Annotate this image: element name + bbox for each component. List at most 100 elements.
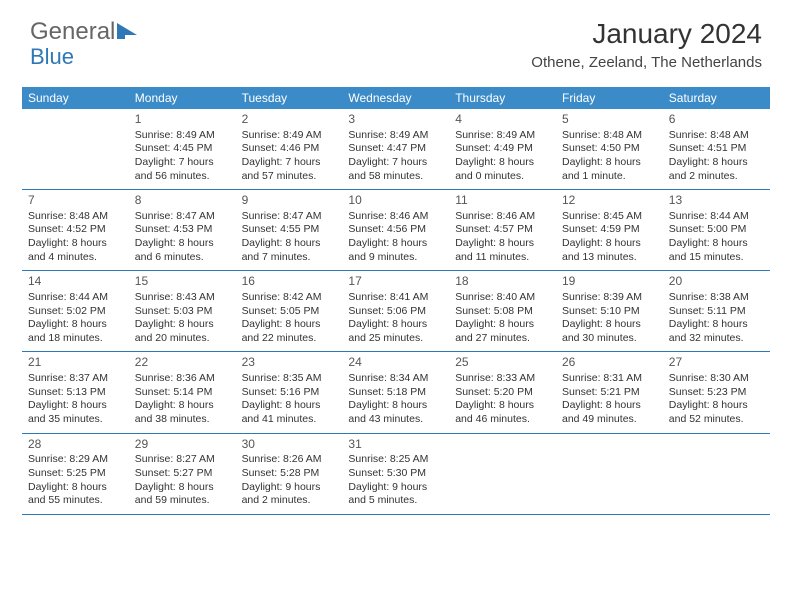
day-cell: 18Sunrise: 8:40 AMSunset: 5:08 PMDayligh… [449,271,556,351]
day-cell: 26Sunrise: 8:31 AMSunset: 5:21 PMDayligh… [556,352,663,432]
day-cell: 22Sunrise: 8:36 AMSunset: 5:14 PMDayligh… [129,352,236,432]
sunrise-line: Sunrise: 8:29 AM [28,453,123,467]
sunset-line: Sunset: 5:10 PM [562,305,657,319]
sunset-line: Sunset: 5:28 PM [242,467,337,481]
day-number: 2 [242,112,337,128]
daylight-line: Daylight: 8 hours and 27 minutes. [455,318,550,345]
month-title: January 2024 [531,18,762,50]
daylight-line: Daylight: 8 hours and 59 minutes. [135,481,230,508]
day-number: 3 [348,112,443,128]
day-number: 5 [562,112,657,128]
week-row: 21Sunrise: 8:37 AMSunset: 5:13 PMDayligh… [22,352,770,433]
sunrise-line: Sunrise: 8:27 AM [135,453,230,467]
day-number: 24 [348,355,443,371]
sunset-line: Sunset: 5:13 PM [28,386,123,400]
day-number: 9 [242,193,337,209]
sunset-line: Sunset: 5:16 PM [242,386,337,400]
day-number: 1 [135,112,230,128]
day-cell: 4Sunrise: 8:49 AMSunset: 4:49 PMDaylight… [449,109,556,189]
sunset-line: Sunset: 5:11 PM [669,305,764,319]
day-number: 11 [455,193,550,209]
sunrise-line: Sunrise: 8:42 AM [242,291,337,305]
sunrise-line: Sunrise: 8:31 AM [562,372,657,386]
sunset-line: Sunset: 4:49 PM [455,142,550,156]
sunrise-line: Sunrise: 8:26 AM [242,453,337,467]
sunrise-line: Sunrise: 8:46 AM [348,210,443,224]
day-cell: 15Sunrise: 8:43 AMSunset: 5:03 PMDayligh… [129,271,236,351]
sunrise-line: Sunrise: 8:41 AM [348,291,443,305]
sunset-line: Sunset: 4:55 PM [242,223,337,237]
sunrise-line: Sunrise: 8:46 AM [455,210,550,224]
sunrise-line: Sunrise: 8:45 AM [562,210,657,224]
daylight-line: Daylight: 8 hours and 13 minutes. [562,237,657,264]
daylight-line: Daylight: 8 hours and 49 minutes. [562,399,657,426]
day-number: 27 [669,355,764,371]
day-cell: 29Sunrise: 8:27 AMSunset: 5:27 PMDayligh… [129,434,236,514]
day-cell: 21Sunrise: 8:37 AMSunset: 5:13 PMDayligh… [22,352,129,432]
location: Othene, Zeeland, The Netherlands [531,54,762,71]
sunrise-line: Sunrise: 8:43 AM [135,291,230,305]
day-cell: 8Sunrise: 8:47 AMSunset: 4:53 PMDaylight… [129,190,236,270]
sunset-line: Sunset: 5:05 PM [242,305,337,319]
day-number: 30 [242,437,337,453]
sunrise-line: Sunrise: 8:39 AM [562,291,657,305]
day-cell: 16Sunrise: 8:42 AMSunset: 5:05 PMDayligh… [236,271,343,351]
sunset-line: Sunset: 5:21 PM [562,386,657,400]
day-number: 12 [562,193,657,209]
daylight-line: Daylight: 8 hours and 30 minutes. [562,318,657,345]
sunrise-line: Sunrise: 8:49 AM [455,129,550,143]
day-cell: 25Sunrise: 8:33 AMSunset: 5:20 PMDayligh… [449,352,556,432]
sunrise-line: Sunrise: 8:25 AM [348,453,443,467]
day-cell: 30Sunrise: 8:26 AMSunset: 5:28 PMDayligh… [236,434,343,514]
day-cell: 6Sunrise: 8:48 AMSunset: 4:51 PMDaylight… [663,109,770,189]
day-number: 19 [562,274,657,290]
sunrise-line: Sunrise: 8:30 AM [669,372,764,386]
sunrise-line: Sunrise: 8:47 AM [242,210,337,224]
sunrise-line: Sunrise: 8:38 AM [669,291,764,305]
week-row: 14Sunrise: 8:44 AMSunset: 5:02 PMDayligh… [22,271,770,352]
day-number: 26 [562,355,657,371]
daylight-line: Daylight: 9 hours and 5 minutes. [348,481,443,508]
sunset-line: Sunset: 5:18 PM [348,386,443,400]
logo-text-2: Blue [30,44,74,70]
sunset-line: Sunset: 4:50 PM [562,142,657,156]
daylight-line: Daylight: 8 hours and 6 minutes. [135,237,230,264]
daylight-line: Daylight: 8 hours and 55 minutes. [28,481,123,508]
sunrise-line: Sunrise: 8:37 AM [28,372,123,386]
logo-text-1: General [30,18,115,46]
sunset-line: Sunset: 5:25 PM [28,467,123,481]
day-cell: 28Sunrise: 8:29 AMSunset: 5:25 PMDayligh… [22,434,129,514]
sunrise-line: Sunrise: 8:33 AM [455,372,550,386]
sunrise-line: Sunrise: 8:47 AM [135,210,230,224]
sunset-line: Sunset: 5:14 PM [135,386,230,400]
daylight-line: Daylight: 8 hours and 1 minute. [562,156,657,183]
day-number: 14 [28,274,123,290]
sunset-line: Sunset: 5:27 PM [135,467,230,481]
daylight-line: Daylight: 8 hours and 38 minutes. [135,399,230,426]
dow-wednesday: Wednesday [342,87,449,109]
sunrise-line: Sunrise: 8:48 AM [28,210,123,224]
day-number: 23 [242,355,337,371]
day-cell: 7Sunrise: 8:48 AMSunset: 4:52 PMDaylight… [22,190,129,270]
day-number: 4 [455,112,550,128]
daylight-line: Daylight: 8 hours and 0 minutes. [455,156,550,183]
sunset-line: Sunset: 4:46 PM [242,142,337,156]
sunset-line: Sunset: 4:52 PM [28,223,123,237]
day-cell: 14Sunrise: 8:44 AMSunset: 5:02 PMDayligh… [22,271,129,351]
sunrise-line: Sunrise: 8:44 AM [669,210,764,224]
sunset-line: Sunset: 5:03 PM [135,305,230,319]
sunrise-line: Sunrise: 8:48 AM [562,129,657,143]
dow-thursday: Thursday [449,87,556,109]
day-cell [663,434,770,514]
week-row: 28Sunrise: 8:29 AMSunset: 5:25 PMDayligh… [22,434,770,515]
sunset-line: Sunset: 5:20 PM [455,386,550,400]
daylight-line: Daylight: 8 hours and 7 minutes. [242,237,337,264]
day-cell: 1Sunrise: 8:49 AMSunset: 4:45 PMDaylight… [129,109,236,189]
sunrise-line: Sunrise: 8:49 AM [242,129,337,143]
sunrise-line: Sunrise: 8:49 AM [348,129,443,143]
dow-saturday: Saturday [663,87,770,109]
sunset-line: Sunset: 5:02 PM [28,305,123,319]
sunrise-line: Sunrise: 8:34 AM [348,372,443,386]
dow-monday: Monday [129,87,236,109]
daylight-line: Daylight: 8 hours and 18 minutes. [28,318,123,345]
